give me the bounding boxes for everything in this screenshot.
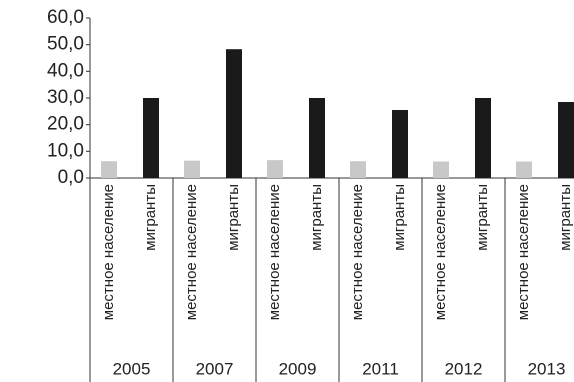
x-subcategory-label: местное население — [266, 184, 283, 320]
x-subcategory-label: мигранты — [308, 184, 325, 251]
x-subcategory-label: мигранты — [391, 184, 408, 251]
x-category-label: 2013 — [528, 359, 566, 378]
y-tick-label: 20,0 — [47, 114, 84, 135]
x-category-label: 2009 — [279, 359, 317, 378]
x-category-label: 2005 — [113, 359, 151, 378]
x-subcategory-label: мигранты — [474, 184, 491, 251]
bar — [267, 160, 283, 178]
bar — [433, 161, 449, 178]
x-subcategory-label: мигранты — [557, 184, 574, 251]
bar — [309, 98, 325, 178]
bar — [184, 160, 200, 178]
bar — [143, 98, 159, 178]
y-tick-label: 30,0 — [47, 87, 84, 108]
bar — [101, 161, 117, 178]
x-subcategory-label: мигранты — [225, 184, 242, 251]
bar — [558, 102, 574, 178]
bar — [475, 98, 491, 178]
x-category-label: 2012 — [445, 359, 483, 378]
x-subcategory-label: местное население — [349, 184, 366, 320]
x-subcategory-label: местное население — [432, 184, 449, 320]
y-tick-label: 60,0 — [47, 7, 84, 28]
bar — [392, 110, 408, 178]
y-tick-label: 40,0 — [47, 60, 84, 81]
bar — [226, 49, 242, 179]
x-category-label: 2007 — [196, 359, 234, 378]
bar — [350, 161, 366, 178]
x-subcategory-label: местное население — [183, 184, 200, 320]
y-tick-label: 10,0 — [47, 140, 84, 161]
y-tick-label: 0,0 — [58, 167, 84, 188]
x-category-label: 2011 — [362, 359, 399, 378]
bar — [516, 161, 532, 178]
x-subcategory-label: местное население — [515, 184, 532, 320]
y-tick-label: 50,0 — [47, 34, 84, 55]
x-subcategory-label: мигранты — [142, 184, 159, 251]
x-subcategory-label: местное население — [100, 184, 117, 320]
